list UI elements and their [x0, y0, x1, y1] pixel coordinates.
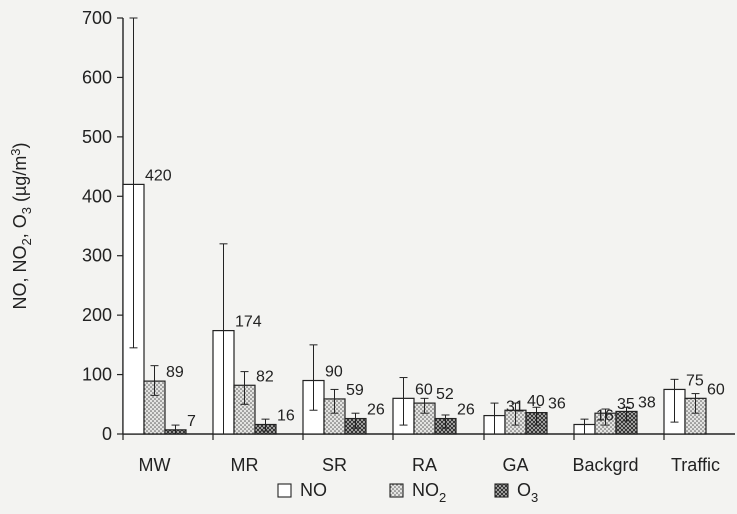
data-label-no-traffic: 75	[686, 372, 704, 389]
x-tick-label-backgrd: Backgrd	[572, 455, 638, 475]
data-label-o3-ra: 26	[457, 402, 475, 419]
axes: 0 100 200 300 400 500 600 700 MW MR SR RA GA Backgrd T…	[82, 8, 735, 475]
data-label-no2-backgrd: 35	[617, 396, 635, 413]
data-label-no-mr: 174	[235, 314, 262, 331]
data-label-no2-ra: 52	[436, 386, 454, 403]
x-tick-label-traffic: Traffic	[671, 455, 720, 475]
y-tick-label-500: 500	[82, 127, 112, 147]
data-label-no-backgrd: 16	[596, 407, 614, 424]
data-label-o3-backgrd: 38	[638, 394, 656, 411]
y-tick-label-300: 300	[82, 246, 112, 266]
x-tick-label-mw: MW	[139, 455, 171, 475]
legend-swatch-no	[277, 483, 292, 498]
y-axis-title: NO, NO2, O3 (µg/m3)	[8, 142, 34, 309]
data-label-no-sr: 90	[325, 364, 343, 381]
x-tick-label-mr: MR	[231, 455, 259, 475]
data-label-no-ga: 31	[506, 399, 524, 416]
x-tick-label-sr: SR	[322, 455, 347, 475]
legend-swatch-o3	[494, 483, 509, 498]
y-tick-label-200: 200	[82, 305, 112, 325]
data-label-o3-mw: 7	[187, 413, 196, 430]
data-label-no-ra: 60	[415, 381, 433, 398]
legend-label-o3: O3	[517, 480, 538, 505]
bars-layer	[122, 17, 707, 435]
data-label-no2-traffic: 60	[707, 381, 725, 398]
y-tick-label-100: 100	[82, 365, 112, 385]
legend-swatch-no2	[389, 483, 404, 498]
data-label-o3-mr: 16	[277, 407, 295, 424]
data-label-no2-mr: 82	[256, 368, 274, 385]
y-tick-label-700: 700	[82, 8, 112, 28]
x-tick-label-ga: GA	[502, 455, 528, 475]
data-label-no2-sr: 59	[346, 382, 364, 399]
legend: NO NO2 O3	[277, 480, 538, 505]
y-tick-label-0: 0	[102, 424, 112, 444]
data-label-no-mw: 420	[145, 167, 172, 184]
x-tick-label-ra: RA	[412, 455, 437, 475]
data-label-no2-ga: 40	[527, 393, 545, 410]
y-tick-label-600: 600	[82, 67, 112, 87]
data-label-o3-ga: 36	[548, 396, 566, 413]
data-label-no2-mw: 89	[166, 364, 184, 381]
y-tick-label-400: 400	[82, 186, 112, 206]
legend-label-no: NO	[300, 480, 327, 500]
legend-label-no2: NO2	[412, 480, 446, 505]
data-label-o3-sr: 26	[367, 402, 385, 419]
